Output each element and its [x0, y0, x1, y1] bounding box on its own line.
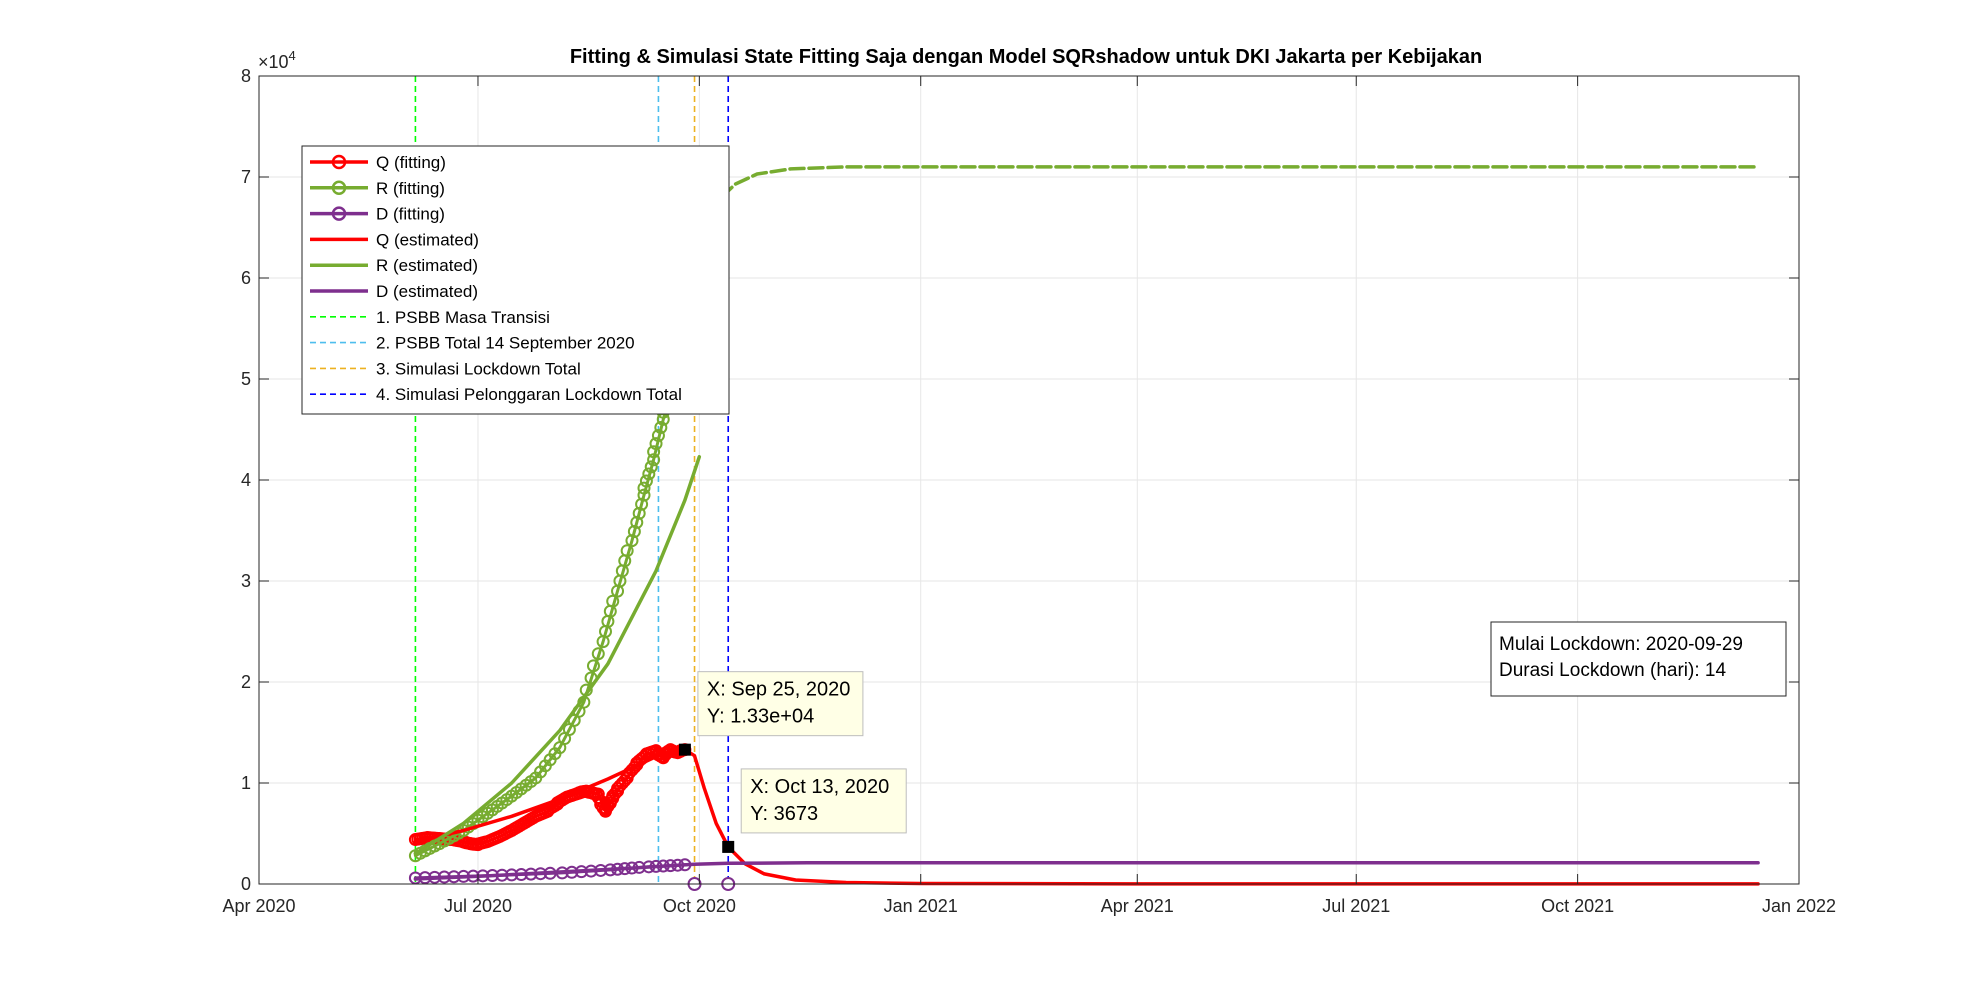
annotation: Mulai Lockdown: 2020-09-29 Durasi Lockdow… — [1490, 621, 1787, 697]
data-point — [644, 460, 658, 474]
y-tick-label: 7 — [241, 167, 251, 187]
legend-label: 2. PSBB Total 14 September 2020 — [376, 334, 635, 353]
annotation-box — [1490, 621, 1787, 697]
legend-label: 4. Simulasi Pelonggaran Lockdown Total — [376, 385, 682, 404]
x-tick-label: Oct 2020 — [663, 896, 736, 916]
x-tick-label: Apr 2020 — [222, 896, 295, 916]
legend-label: 1. PSBB Masa Transisi — [376, 308, 550, 327]
y-axis-multiplier: ×104 — [258, 48, 296, 72]
data-point — [586, 659, 600, 673]
legend-label: R (estimated) — [376, 256, 478, 275]
x-tick-label: Jul 2020 — [444, 896, 512, 916]
datatip-text: X: Sep 25, 2020 — [707, 679, 850, 701]
data-point — [647, 453, 661, 467]
y-tick-label: 1 — [241, 773, 251, 793]
datatip-box — [740, 768, 907, 834]
y-tick-label: 6 — [241, 268, 251, 288]
chart-title: Fitting & Simulasi State Fitting Saja de… — [570, 46, 1482, 68]
series-line — [413, 747, 1760, 886]
y-tick-label: 0 — [241, 874, 251, 894]
legend-label: Q (fitting) — [376, 153, 446, 172]
legend-label: D (fitting) — [376, 205, 445, 224]
legend-marker — [331, 206, 347, 221]
plot-area: X: Sep 25, 2020 Y: 1.33e+04 X: Oct 13, 202… — [222, 66, 1836, 916]
datatip: X: Oct 13, 2020 Y: 3673 — [722, 768, 907, 853]
data-point — [625, 534, 639, 548]
datatip-text: Y: 1.33e+04 — [707, 706, 814, 728]
legend: Q (fitting) R (fitting) D (fitting) Q (esti… — [301, 145, 730, 415]
data-point — [637, 481, 651, 495]
y-tick-label: 3 — [241, 571, 251, 591]
ticks: Apr 2020 Jul 2020 Oct 2020 Jan 2021 Apr 2021… — [222, 66, 1836, 916]
legend-label: D (estimated) — [376, 282, 478, 301]
datatip-text: Y: 3673 — [750, 803, 818, 825]
datatip-text: X: Oct 13, 2020 — [750, 776, 889, 798]
legend-label: Q (estimated) — [376, 230, 479, 249]
series-q-estimated- — [413, 747, 1760, 886]
series-r-fitting- — [408, 352, 692, 863]
y-axis-multiplier-exponent: 4 — [289, 48, 296, 63]
series-line — [413, 861, 1760, 881]
x-tick-label: Oct 2021 — [1541, 896, 1614, 916]
x-tick-label: Jan 2022 — [1762, 896, 1836, 916]
annotation-text: Durasi Lockdown (hari): 14 — [1499, 660, 1726, 681]
data-point — [591, 647, 605, 661]
datatip-marker — [722, 840, 735, 853]
legend-marker — [331, 180, 347, 196]
legend-label: 3. Simulasi Lockdown Total — [376, 359, 581, 378]
data-point — [606, 594, 620, 608]
data-point — [630, 515, 644, 529]
data-point — [649, 437, 663, 451]
y-tick-label: 4 — [241, 470, 251, 490]
y-axis-multiplier-base: ×10 — [258, 52, 289, 72]
data-point — [637, 488, 651, 502]
series-line — [413, 455, 702, 856]
y-tick-label: 8 — [241, 66, 251, 86]
data-point — [642, 467, 656, 481]
y-tick-label: 2 — [241, 672, 251, 692]
x-tick-label: Apr 2021 — [1101, 896, 1174, 916]
data-point — [647, 445, 661, 459]
datatip-marker — [678, 743, 691, 756]
series-r-estimated- — [413, 455, 702, 856]
legend-marker — [331, 154, 347, 170]
datatip: X: Sep 25, 2020 Y: 1.33e+04 — [678, 671, 864, 756]
annotation-text: Mulai Lockdown: 2020-09-29 — [1499, 634, 1743, 655]
x-tick-label: Jan 2021 — [884, 896, 958, 916]
x-tick-label: Jul 2021 — [1322, 896, 1390, 916]
datatip-box — [697, 671, 864, 737]
data-point — [639, 474, 653, 488]
data-point — [635, 497, 649, 511]
data-point — [620, 544, 634, 558]
y-tick-label: 5 — [241, 369, 251, 389]
data-point — [627, 525, 641, 539]
legend-box — [301, 145, 730, 415]
data-point — [632, 506, 646, 520]
data-point — [654, 420, 668, 434]
legend-label: R (fitting) — [376, 179, 445, 198]
series-d-estimated- — [413, 861, 1760, 881]
data-point — [651, 429, 665, 443]
